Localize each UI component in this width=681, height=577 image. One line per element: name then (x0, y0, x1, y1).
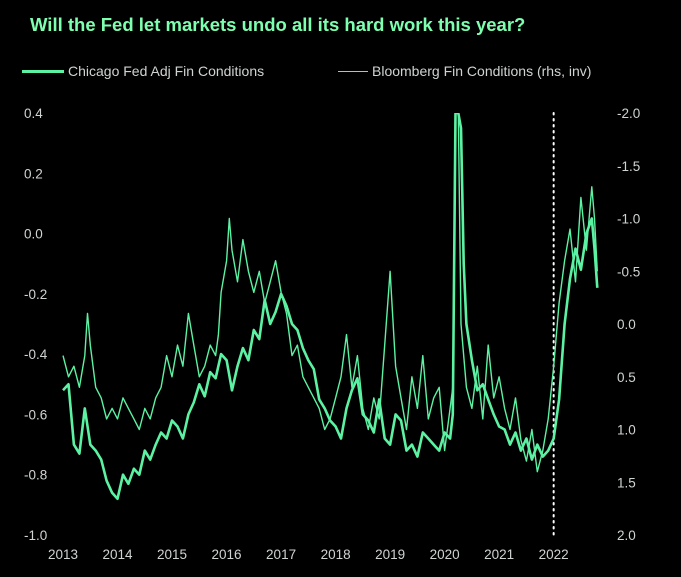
y-right-tick-label-0: -2.0 (617, 106, 640, 121)
series-line-bloomberg (62, 113, 598, 473)
y-left-tick-label-0: 0.4 (24, 106, 43, 121)
x-tick-label-2017: 2017 (266, 547, 296, 562)
x-tick-label-2013: 2013 (48, 547, 78, 562)
series-line-chicago (62, 113, 599, 501)
y-left-tick-label-7: -1.0 (24, 528, 47, 543)
y-right-tick-label-3: -0.5 (617, 264, 640, 279)
x-tick-label-2019: 2019 (375, 547, 405, 562)
x-tick-label-2016: 2016 (212, 547, 242, 562)
x-tick-label-2022: 2022 (539, 547, 569, 562)
y-left-tick-label-3: -0.2 (24, 287, 47, 302)
y-left-tick-label-6: -0.8 (24, 468, 47, 483)
y-right-tick-label-6: 1.0 (617, 423, 636, 438)
x-tick-label-2015: 2015 (157, 547, 187, 562)
legend-swatch-chicago (22, 69, 64, 73)
legend-label-chicago: Chicago Fed Adj Fin Conditions (68, 63, 265, 79)
y-left-tick-label-1: 0.2 (24, 166, 43, 181)
legend-entry-bloomberg: Bloomberg Fin Conditions (rhs, inv) (338, 63, 591, 79)
x-tick-label-2014: 2014 (102, 547, 133, 562)
chart-legend: Chicago Fed Adj Fin Conditions Bloomberg… (22, 63, 662, 83)
x-tick-label-2021: 2021 (484, 547, 514, 562)
y-left-tick-label-2: 0.0 (24, 227, 43, 242)
y-right-tick-label-7: 1.5 (617, 475, 636, 490)
x-tick-label-2020: 2020 (430, 547, 460, 562)
y-left-tick-label-5: -0.6 (24, 407, 47, 422)
x-tick-label-2018: 2018 (321, 547, 351, 562)
legend-label-bloomberg: Bloomberg Fin Conditions (rhs, inv) (372, 63, 592, 79)
legend-swatch-bloomberg (338, 70, 368, 72)
y-right-tick-label-4: 0.0 (617, 317, 636, 332)
chart-title: Will the Fed let markets undo all its ha… (30, 14, 526, 35)
y-right-tick-label-5: 0.5 (617, 370, 636, 385)
y-left-tick-label-4: -0.4 (24, 347, 48, 362)
y-right-tick-label-2: -1.0 (617, 212, 640, 227)
y-right-tick-label-1: -1.5 (617, 159, 640, 174)
y-right-tick-label-8: 2.0 (617, 528, 636, 543)
legend-entry-chicago: Chicago Fed Adj Fin Conditions (22, 63, 264, 79)
